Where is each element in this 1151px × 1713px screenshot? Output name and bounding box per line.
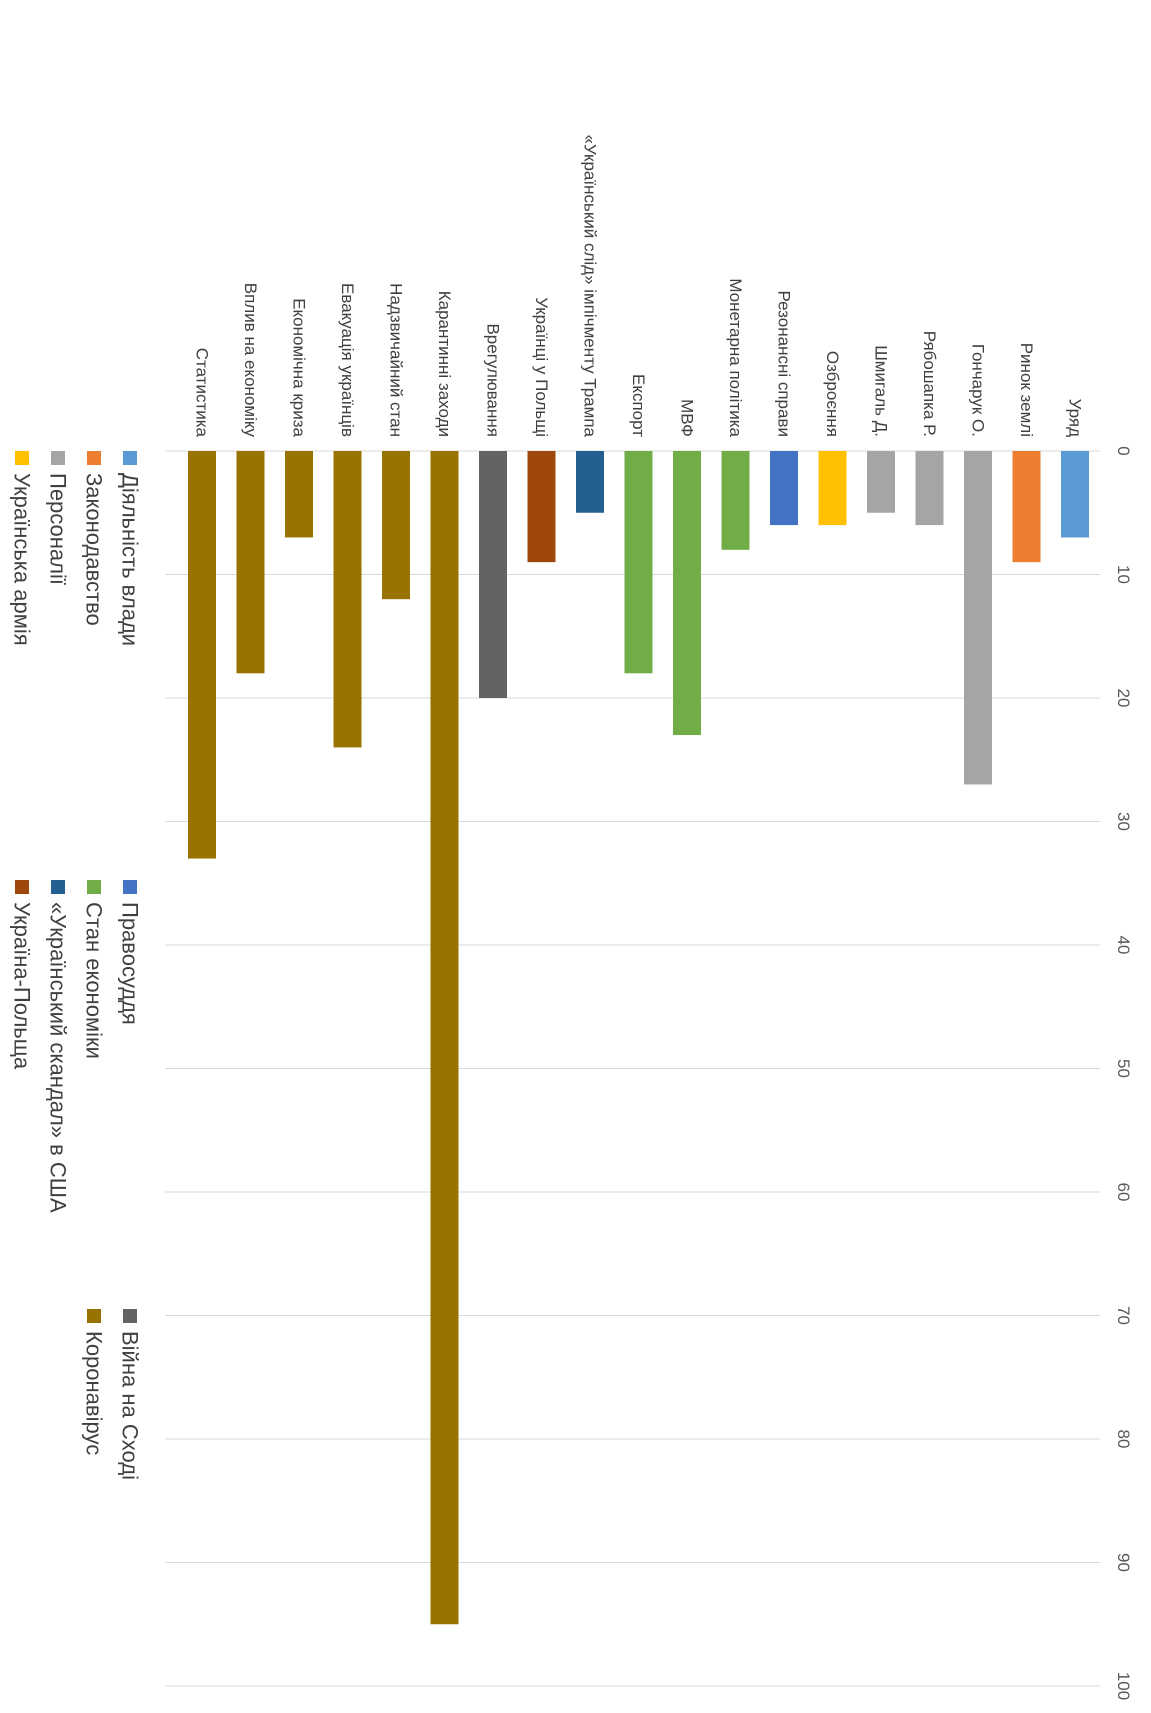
legend-item: Діяльність влади xyxy=(118,451,143,646)
category-label: МВФ xyxy=(678,399,697,437)
category-label: «Український слід» імпічменту Трампа xyxy=(581,135,600,438)
legend-label: Стан економіки xyxy=(82,902,107,1059)
legend-swatch xyxy=(87,451,101,465)
bar xyxy=(818,451,847,526)
bar xyxy=(382,451,410,600)
legend-swatch xyxy=(51,451,65,465)
bar xyxy=(721,451,750,550)
tick-label: 0 xyxy=(1114,446,1133,455)
bar xyxy=(1012,451,1041,563)
category-label: Монетарна політика xyxy=(726,278,745,437)
bar xyxy=(527,451,556,563)
legend-label: Україна-Польща xyxy=(10,902,35,1070)
legend-label: Діяльність влади xyxy=(118,473,143,646)
bar xyxy=(1061,451,1089,538)
category-label: Рябошапка Р. xyxy=(920,331,939,437)
category-label: Уряд xyxy=(1066,399,1085,438)
tick-label: 100 xyxy=(1114,1672,1133,1700)
category-label: Карантинні заходи xyxy=(435,291,454,437)
bar xyxy=(479,451,507,698)
tick-label: 10 xyxy=(1114,565,1133,584)
category-label: Ринок землі xyxy=(1017,343,1036,437)
category-label: Гончарук О. xyxy=(969,344,988,437)
category-label: Резонансні справи xyxy=(775,291,794,438)
legend-swatch xyxy=(15,451,29,465)
legend-swatch xyxy=(15,880,29,894)
legend-item: Правосуддя xyxy=(118,880,143,1025)
legend-label: Правосуддя xyxy=(118,902,143,1025)
bar xyxy=(770,451,798,526)
legend-label: Українська армія xyxy=(10,473,35,646)
category-label: Економічна криза xyxy=(290,298,309,437)
bar xyxy=(333,451,362,748)
legend-swatch xyxy=(51,880,65,894)
bar xyxy=(285,451,313,538)
legend-item: Персоналії xyxy=(46,451,71,585)
bar xyxy=(576,451,604,513)
bar xyxy=(867,451,895,513)
category-label: Врегулювання xyxy=(484,323,503,437)
tick-label: 90 xyxy=(1114,1553,1133,1572)
category-label: Українці у Польщі xyxy=(532,297,551,437)
bar xyxy=(964,451,992,785)
plot-area: 0 10 20 30 40 50 60 70 80 90 100 Уряд Ринок землі Гон… xyxy=(165,135,1133,1700)
tick-label: 40 xyxy=(1114,936,1133,955)
legend-label: Коронавірус xyxy=(82,1331,107,1455)
legend-item: «Український скандал» в США xyxy=(46,880,71,1213)
category-label: Озброєння xyxy=(823,351,842,437)
category-label: Експорт xyxy=(629,374,648,437)
tick-label: 60 xyxy=(1114,1183,1133,1202)
legend-swatch xyxy=(87,1309,101,1323)
legend: Діяльність влади Законодавство Персоналії У… xyxy=(10,451,143,1480)
legend-item: Війна на Сході xyxy=(118,1309,143,1480)
legend-swatch xyxy=(123,880,137,894)
legend-item: Законодавство xyxy=(82,451,107,626)
legend-item: Україна-Польща xyxy=(10,880,35,1070)
legend-swatch xyxy=(123,1309,137,1323)
bar xyxy=(430,451,459,1625)
legend-item: Стан економіки xyxy=(82,880,107,1059)
legend-swatch xyxy=(87,880,101,894)
tick-label: 20 xyxy=(1114,689,1133,708)
category-label: Шмигаль Д. xyxy=(872,345,891,437)
tick-label: 30 xyxy=(1114,812,1133,831)
tick-label: 70 xyxy=(1114,1306,1133,1325)
legend-item: Українська армія xyxy=(10,451,35,646)
bar xyxy=(188,451,216,859)
category-label: Евакуація українців xyxy=(338,283,357,437)
legend-swatch xyxy=(123,451,137,465)
category-label: Статистика xyxy=(193,348,212,438)
legend-label: Війна на Сході xyxy=(118,1331,143,1480)
legend-item: Коронавірус xyxy=(82,1309,107,1455)
bar xyxy=(624,451,653,674)
tick-label: 50 xyxy=(1114,1059,1133,1078)
bar xyxy=(236,451,265,674)
legend-label: Персоналії xyxy=(46,473,71,585)
legend-label: Законодавство xyxy=(82,473,107,626)
bar xyxy=(915,451,944,526)
bar xyxy=(673,451,701,736)
legend-label: «Український скандал» в США xyxy=(46,902,71,1213)
category-label: Вплив на економіку xyxy=(241,283,260,438)
tick-label: 80 xyxy=(1114,1430,1133,1449)
category-label: Надзвичайний стан xyxy=(387,283,406,437)
